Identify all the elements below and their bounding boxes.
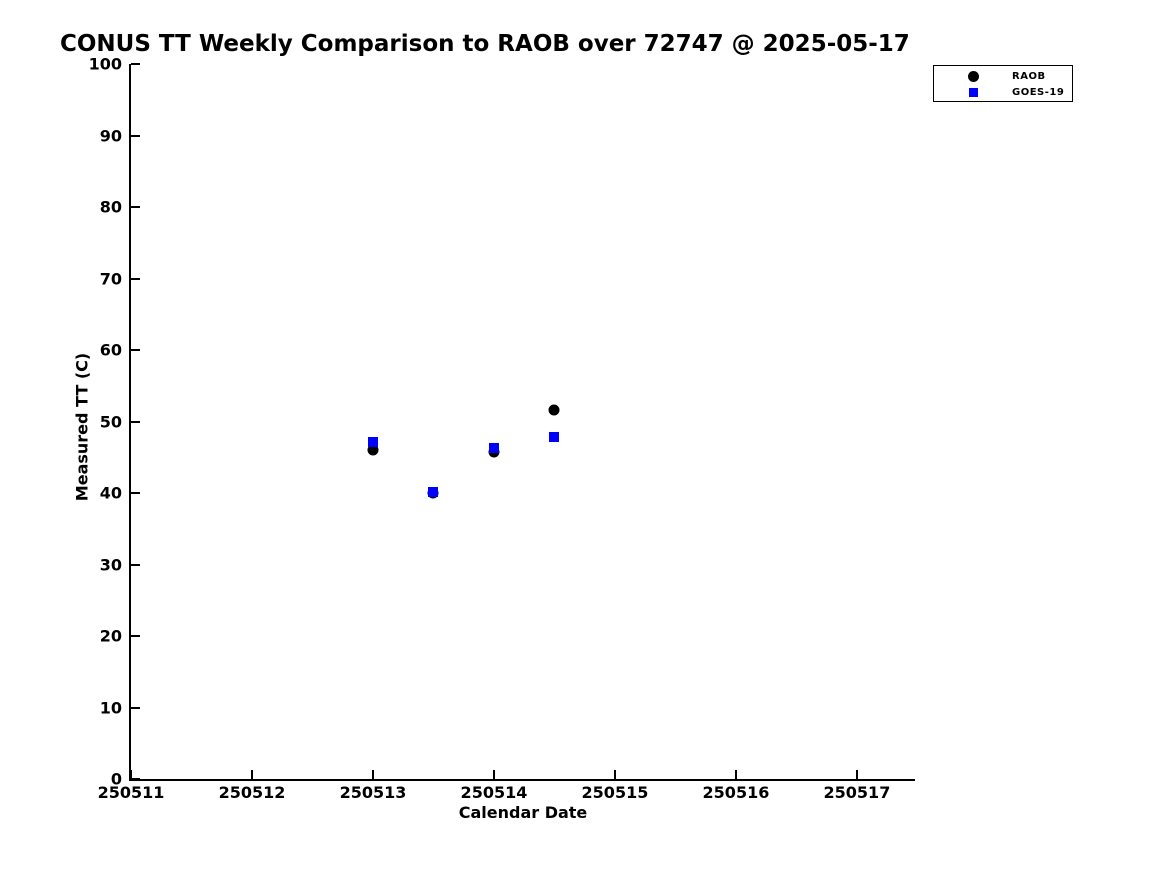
y-tick xyxy=(131,778,140,780)
data-point-goes-19 xyxy=(488,442,499,453)
y-tick-label: 60 xyxy=(99,340,122,360)
data-point-goes-19 xyxy=(428,486,439,497)
x-tick xyxy=(492,770,495,779)
data-point-raob xyxy=(367,444,379,456)
y-tick xyxy=(131,635,140,637)
plot-area: 250511 250512 250513 250514 250515 250516 2505… xyxy=(89,55,915,802)
goes-19-square-marker-icon xyxy=(968,87,978,97)
y-tick xyxy=(131,706,140,709)
data-point-goes-19 xyxy=(367,436,378,447)
y-tick-label: 10 xyxy=(99,698,122,717)
legend-marker-cell xyxy=(934,87,1012,97)
y-tick-label: 30 xyxy=(99,555,122,574)
raob-circle-marker-icon xyxy=(967,70,979,82)
y-tick-label: 40 xyxy=(99,483,122,503)
x-tick xyxy=(130,770,132,779)
x-tick-label: 250517 xyxy=(823,783,891,802)
y-tick xyxy=(131,492,140,494)
x-tick-label: 250513 xyxy=(339,783,407,802)
y-tick xyxy=(131,63,140,65)
y-tick-label: 90 xyxy=(99,126,122,145)
y-tick-label: 70 xyxy=(99,269,122,288)
y-tick-label: 50 xyxy=(99,412,122,431)
x-tick-label: 250516 xyxy=(702,783,770,802)
chart-title: CONUS TT Weekly Comparison to RAOB over … xyxy=(60,31,910,57)
legend-marker-cell xyxy=(934,70,1012,82)
x-tick xyxy=(734,770,737,779)
y-tick xyxy=(131,134,140,137)
legend-label-goes-19: GOES-19 xyxy=(1012,86,1065,98)
y-tick xyxy=(131,277,140,280)
y-tick-label: 100 xyxy=(88,54,122,74)
y-tick xyxy=(131,206,140,208)
legend-label-raob: RAOB xyxy=(1012,70,1046,82)
x-tick xyxy=(613,770,616,779)
x-axis-label: Calendar Date xyxy=(458,803,588,822)
y-tick xyxy=(131,420,140,423)
x-tick xyxy=(371,770,374,779)
x-tick-label: 250512 xyxy=(218,783,286,802)
y-tick-label: 20 xyxy=(99,626,122,646)
y-tick-label: 0 xyxy=(110,769,122,789)
x-tick-label: 250514 xyxy=(460,783,528,802)
y-tick xyxy=(131,563,140,566)
x-tick-label: 250511 xyxy=(97,783,165,802)
x-tick-label: 250515 xyxy=(581,783,649,802)
y-axis-label: Measured TT (C) xyxy=(72,352,92,502)
x-tick xyxy=(250,770,253,779)
data-point-goes-19 xyxy=(549,431,560,442)
legend-item-raob: RAOB xyxy=(934,68,1072,84)
data-point-raob xyxy=(548,404,560,416)
y-tick-label: 80 xyxy=(99,197,122,217)
legend-item-goes-19: GOES-19 xyxy=(934,84,1072,100)
legend: RAOB GOES-19 xyxy=(933,65,1073,102)
y-tick xyxy=(131,349,140,351)
x-tick xyxy=(855,770,858,779)
